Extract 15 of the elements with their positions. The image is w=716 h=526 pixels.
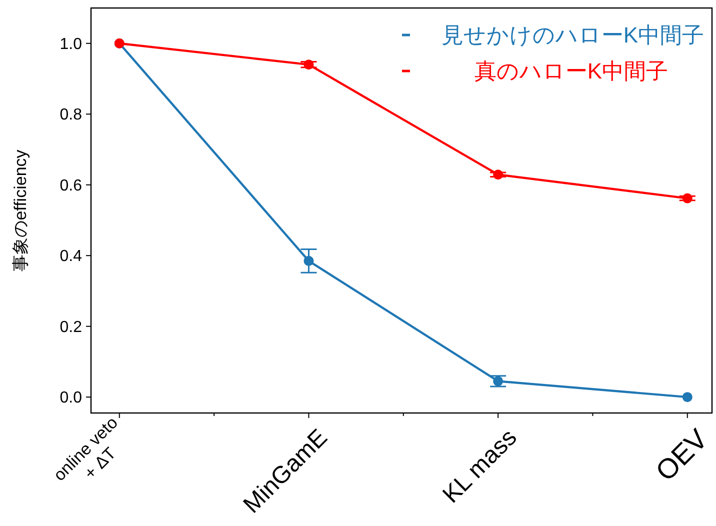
legend-label: 見せかけのハローK中間子 [441, 22, 704, 48]
text: 真のハローK中間子 [474, 58, 668, 84]
y-axis-title: 事象のefficiency [11, 149, 30, 272]
point [304, 60, 314, 70]
point [304, 256, 314, 266]
y-tick-label: 0.8 [60, 106, 82, 124]
point [682, 193, 692, 204]
y-tick-label: 0.4 [60, 248, 82, 266]
point [682, 392, 692, 402]
y-tick-label: 0.6 [60, 177, 82, 194]
point [493, 170, 504, 180]
point [493, 376, 504, 386]
y-tick-label: 1.0 [60, 36, 82, 53]
y-tick-label: 0.2 [60, 318, 82, 336]
y-tick-label: 0.0 [60, 390, 82, 407]
